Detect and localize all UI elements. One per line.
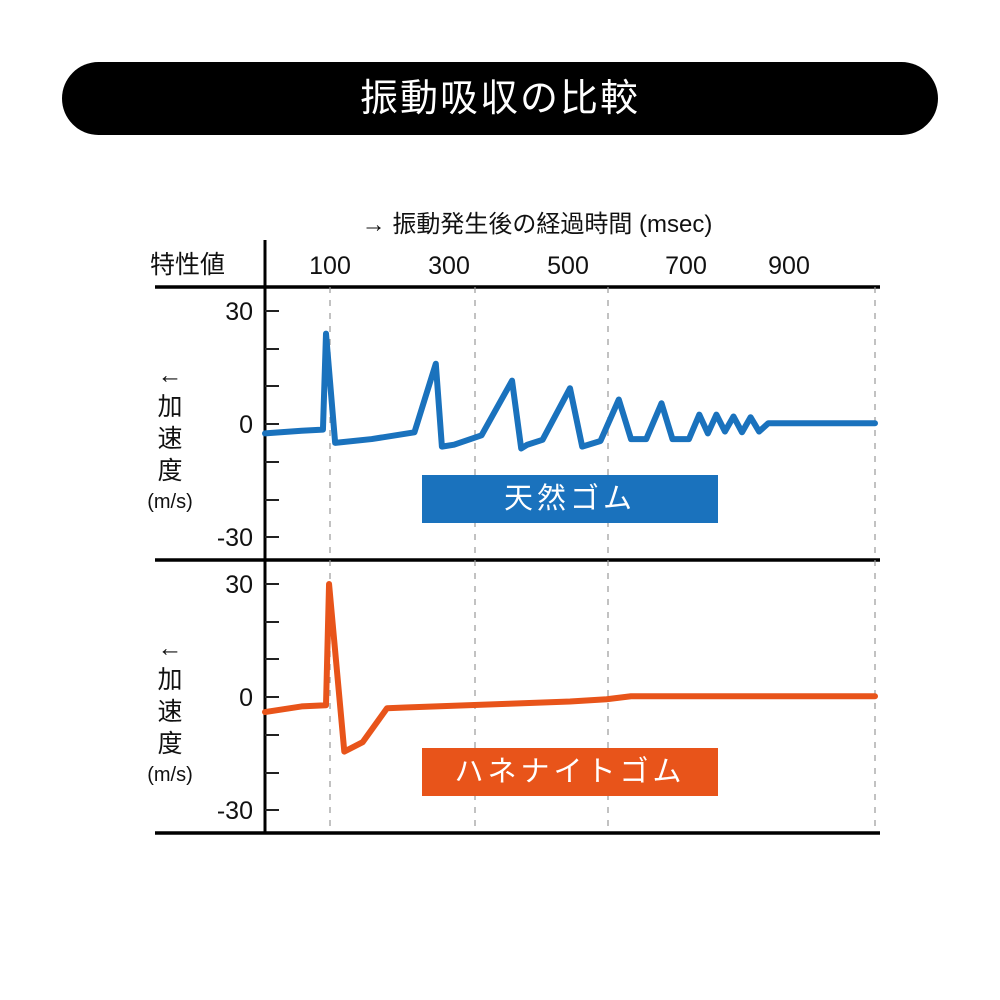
legend-hanenite-rubber[interactable]: ハネナイトゴム — [422, 748, 718, 796]
y-axis-char-bottom-0: 加 — [157, 666, 182, 694]
x-tick-label-900: 900 — [768, 252, 810, 280]
y-axis-char-bottom-2: 度 — [157, 730, 182, 758]
x-axis-title: → 振動発生後の経過時間 (msec) — [362, 211, 713, 238]
y-axis-char-top-2: 度 — [157, 457, 182, 485]
series-line-hanenite-rubber — [262, 581, 878, 755]
y-tick-label-top-30: 30 — [225, 298, 253, 326]
x-tick-label-300: 300 — [428, 252, 470, 280]
page-title-banner: 振動吸収の比較 — [62, 62, 938, 135]
vibration-absorption-chart: → 振動発生後の経過時間 (msec) 特性値 100 300 500 700 … — [147, 211, 880, 835]
y-axis-char-top-1: 速 — [157, 425, 182, 453]
legend-swatch-natural-rubber — [422, 475, 718, 523]
y-tick-label-top-neg30: -30 — [217, 524, 253, 552]
y-axis-unit-bottom: (m/s) — [147, 764, 193, 786]
page-title: 振動吸収の比較 — [359, 77, 640, 120]
y-tick-label-top-0: 0 — [239, 411, 253, 439]
legend-natural-rubber[interactable]: 天然ゴム — [422, 475, 718, 523]
x-tick-label-700: 700 — [665, 252, 707, 280]
series-line-natural-rubber — [262, 330, 878, 452]
legend-label-natural-rubber: 天然ゴム — [504, 482, 636, 515]
y-axis-unit-top: (m/s) — [147, 491, 193, 513]
y-axis-char-bottom-1: 速 — [157, 698, 182, 726]
legend-label-hanenite-rubber: ハネナイトゴム — [454, 755, 685, 788]
y-tick-label-bottom-neg30: -30 — [217, 797, 253, 825]
corner-label: 特性値 — [150, 251, 225, 279]
y-axis-arrow-bottom: ← — [158, 634, 183, 662]
y-axis-char-top-0: 加 — [157, 393, 182, 421]
y-tick-label-bottom-0: 0 — [239, 684, 253, 712]
y-axis-arrow-top: ← — [158, 361, 183, 389]
x-tick-label-100: 100 — [309, 252, 351, 280]
x-tick-label-500: 500 — [547, 252, 589, 280]
y-tick-label-bottom-30: 30 — [225, 571, 253, 599]
chart-figure: → 振動発生後の経過時間 (msec) 特性値 100 300 500 700 … — [0, 170, 1000, 870]
legend-swatch-hanenite-rubber — [422, 748, 718, 796]
